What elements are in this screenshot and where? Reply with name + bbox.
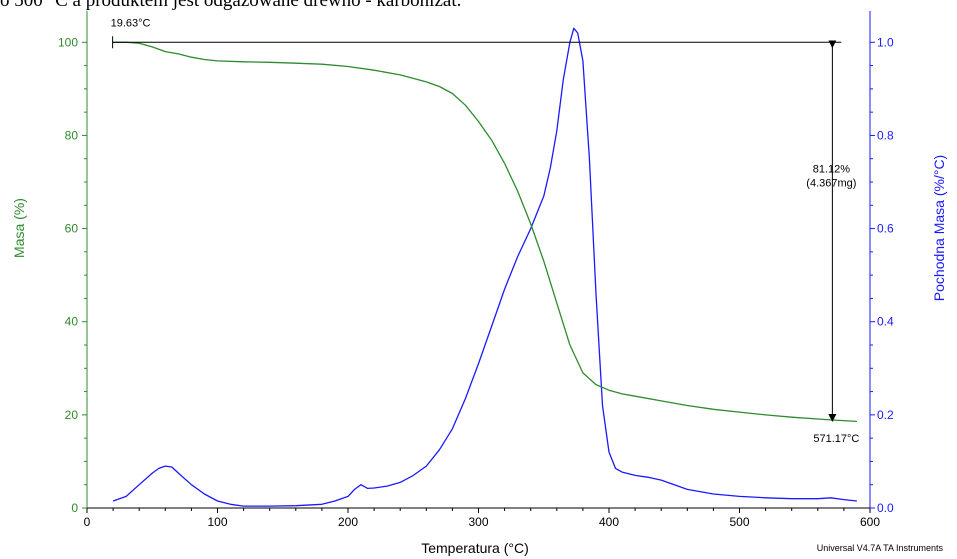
y-right-tick-label: 0.6	[877, 222, 894, 236]
y-axis-right-label: Pochodna Masa (%/°C)	[931, 155, 947, 301]
x-tick-label: 500	[729, 515, 749, 529]
x-tick-label: 400	[599, 515, 619, 529]
y-left-tick-label: 60	[65, 222, 79, 236]
derivative-line	[112, 27, 857, 507]
mass-loss-percent-label: 81.12%	[813, 164, 851, 176]
y-left-tick-label: 0	[71, 501, 78, 515]
x-tick-label: 0	[84, 515, 91, 529]
mass-loss-mg-label: (4.367mg)	[806, 178, 856, 190]
end-temp-label: 571.17°C	[813, 433, 859, 445]
y-right-tick-label: 0.4	[877, 315, 894, 329]
x-tick-label: 100	[207, 515, 227, 529]
x-tick-label: 200	[338, 515, 358, 529]
y-axis-left-label: Masa (%)	[11, 198, 27, 258]
y-right-tick-label: 0.8	[877, 128, 894, 142]
x-axis-label: Temperatura (°C)	[421, 540, 529, 556]
y-left-tick-label: 80	[65, 128, 79, 142]
page-top-text: o 500 °C a produktem jest odgazowane dre…	[0, 0, 462, 11]
y-right-tick-label: 0.2	[877, 408, 894, 422]
instrument-credit: Universal V4.7A TA Instruments	[816, 543, 943, 553]
y-left-tick-label: 20	[65, 408, 79, 422]
y-right-tick-label: 0.0	[877, 501, 894, 515]
y-right-tick-label: 1.0	[877, 35, 894, 49]
x-tick-label: 300	[468, 515, 488, 529]
start-temp-label: 19.63°C	[111, 17, 151, 29]
x-tick-label: 600	[860, 515, 880, 529]
y-left-tick-label: 100	[58, 35, 78, 49]
mass-line	[113, 41, 857, 423]
y-left-tick-label: 40	[65, 315, 79, 329]
